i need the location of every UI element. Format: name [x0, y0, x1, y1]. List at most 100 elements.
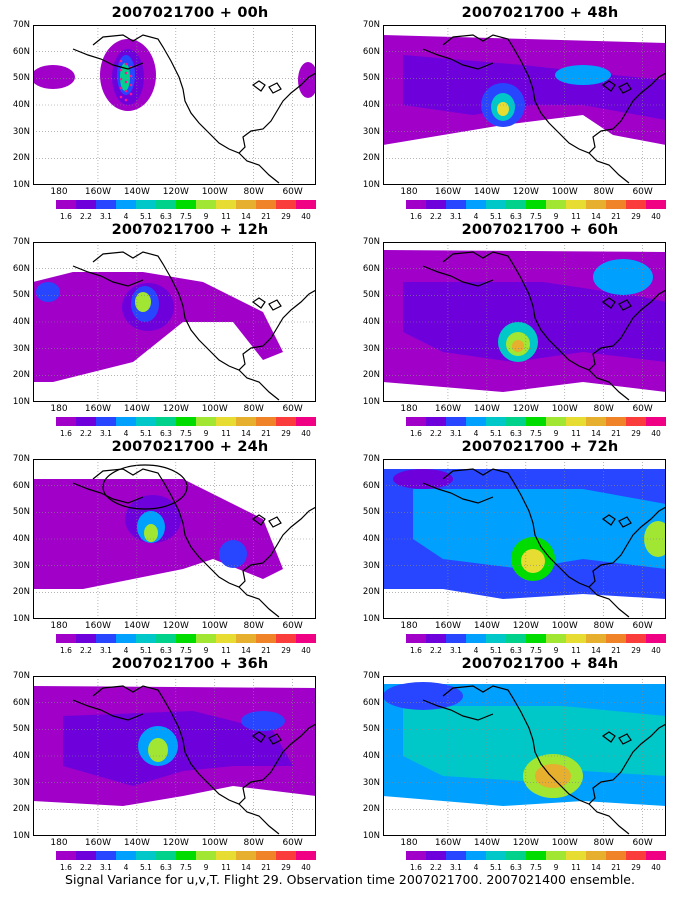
colorbar-swatch — [626, 634, 646, 643]
coastline — [422, 265, 494, 287]
colorbar — [406, 634, 666, 643]
colorbar-swatch — [586, 851, 606, 860]
map-plot — [383, 459, 666, 619]
colorbar-swatch — [256, 634, 276, 643]
colorbar-swatch — [586, 200, 606, 209]
colorbar-label: 2.2 — [80, 429, 92, 438]
coastline — [251, 731, 282, 745]
latitude-label: 10N — [362, 397, 380, 407]
colorbar-swatch — [136, 851, 156, 860]
colorbar-label: 1.6 — [60, 646, 72, 655]
colorbar-label: 1.6 — [410, 646, 422, 655]
latitude-label: 40N — [362, 534, 380, 544]
longitude-label: 100W — [201, 621, 228, 631]
colorbar-swatch — [96, 200, 116, 209]
latitude-label: 40N — [362, 317, 380, 327]
coastline — [588, 586, 630, 618]
longitude-label: 60W — [282, 621, 303, 631]
variance-contour — [497, 102, 509, 116]
longitude-label: 80W — [593, 621, 614, 631]
colorbar-label: 21 — [611, 646, 621, 655]
longitude-label: 140W — [123, 187, 150, 197]
latitude-label: 50N — [12, 724, 30, 735]
panel-title: 2007021700 + 36h — [111, 656, 269, 672]
latitude-label: 60N — [12, 480, 30, 491]
colorbar-swatch — [646, 417, 666, 426]
colorbar-swatch — [236, 417, 256, 426]
colorbar-label: 1.6 — [60, 429, 72, 438]
latitude-label: 40N — [12, 100, 30, 110]
colorbar-label: 5.1 — [140, 863, 152, 872]
colorbar-label: 40 — [651, 863, 661, 872]
colorbar-label: 29 — [281, 646, 291, 655]
longitude-label: 180 — [50, 621, 68, 631]
coastline — [238, 152, 280, 184]
variance-contour — [120, 63, 130, 91]
colorbar-swatch — [546, 417, 566, 426]
colorbar — [56, 851, 316, 860]
colorbar — [56, 200, 316, 209]
colorbar-swatch — [276, 634, 296, 643]
colorbar-swatch — [586, 634, 606, 643]
colorbar-label: 9 — [203, 212, 209, 221]
colorbar-label: 3.1 — [450, 212, 462, 221]
colorbar-swatch — [236, 634, 256, 643]
colorbar-swatch — [566, 417, 586, 426]
observation-point — [124, 89, 128, 93]
longitude-label: 160W — [84, 838, 111, 848]
colorbar-label: 11 — [571, 212, 581, 221]
latitude-label: 20N — [362, 370, 380, 381]
colorbar-swatch — [506, 851, 526, 860]
colorbar-label: 21 — [261, 212, 271, 221]
colorbar-swatch — [486, 200, 506, 209]
coastline — [601, 80, 632, 94]
colorbar-label: 9 — [553, 646, 559, 655]
panel-title: 2007021700 + 24h — [111, 439, 269, 455]
longitude-label: 160W — [434, 838, 461, 848]
coastline — [72, 699, 144, 721]
coastline — [251, 297, 282, 311]
longitude-label: 140W — [123, 621, 150, 631]
observation-point — [129, 74, 133, 78]
colorbar-swatch — [546, 200, 566, 209]
colorbar-swatch — [76, 634, 96, 643]
colorbar-label: 3.1 — [450, 429, 462, 438]
latitude-label: 30N — [12, 343, 30, 354]
colorbar-label: 1.6 — [410, 429, 422, 438]
colorbar-label: 7.5 — [530, 863, 542, 872]
longitude-label: 100W — [201, 404, 228, 414]
latitude-label: 50N — [362, 507, 380, 518]
colorbar-label: 14 — [241, 863, 251, 872]
latitude-label: 30N — [12, 777, 30, 788]
colorbar-swatch — [276, 851, 296, 860]
colorbar-label: 11 — [221, 429, 231, 438]
colorbar-label: 6.3 — [160, 646, 172, 655]
map-plot — [383, 25, 666, 185]
map-panel-12h: 2007021700 + 12h 70N 60N 50N 40N 30N 20N 10N 180… — [0, 222, 340, 442]
variance-contour — [36, 282, 60, 302]
longitude-label: 80W — [243, 404, 264, 414]
colorbar-swatch — [606, 851, 626, 860]
colorbar-swatch — [506, 200, 526, 209]
longitude-label: 160W — [84, 187, 111, 197]
colorbar-label: 21 — [261, 646, 271, 655]
colorbar-label: 21 — [261, 429, 271, 438]
latitude-label: 50N — [12, 290, 30, 301]
variance-contour — [521, 549, 545, 573]
colorbar-label: 29 — [631, 212, 641, 221]
colorbar-swatch — [426, 417, 446, 426]
panel-title: 2007021700 + 60h — [461, 222, 619, 238]
colorbar-label: 4 — [123, 646, 129, 655]
coastline — [92, 468, 316, 588]
coastline — [601, 514, 632, 528]
map-frame — [383, 676, 666, 836]
observation-point — [129, 92, 133, 96]
colorbar-label: 4 — [123, 863, 129, 872]
coastline — [92, 251, 316, 371]
colorbar-label: 4 — [473, 212, 479, 221]
colorbar-swatch — [426, 200, 446, 209]
longitude-label: 140W — [473, 404, 500, 414]
colorbar-swatch — [216, 200, 236, 209]
latitude-label: 20N — [362, 153, 380, 164]
colorbar-swatch — [466, 634, 486, 643]
